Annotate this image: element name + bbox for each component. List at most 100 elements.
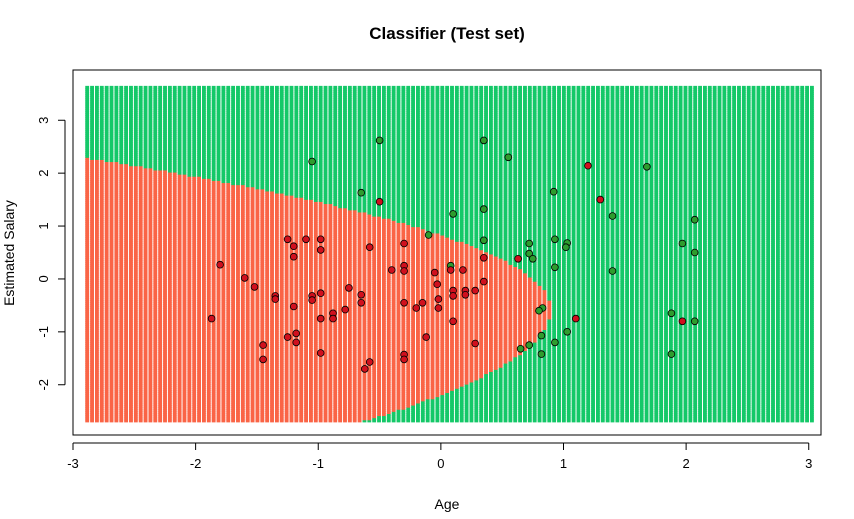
region-cell xyxy=(104,153,109,156)
region-cell xyxy=(143,394,148,398)
region-cell xyxy=(109,369,114,372)
region-cell xyxy=(163,281,167,284)
region-cell xyxy=(94,234,99,238)
region-cell xyxy=(158,184,163,188)
region-cell xyxy=(99,211,104,215)
region-cell xyxy=(109,312,114,316)
region-cell xyxy=(158,203,163,207)
region-cell xyxy=(124,87,129,91)
region-cell xyxy=(129,157,133,160)
region-cell xyxy=(172,186,177,190)
region-cell xyxy=(158,266,163,270)
region-cell xyxy=(172,348,177,351)
region-cell xyxy=(129,365,133,368)
region-cell xyxy=(153,346,158,349)
region-cell xyxy=(99,249,104,253)
region-cell xyxy=(119,142,124,146)
region-cell xyxy=(172,239,177,242)
region-cell xyxy=(114,153,119,156)
region-cell xyxy=(148,333,153,337)
region-cell xyxy=(163,230,167,234)
region-cell xyxy=(143,373,148,377)
region-cell xyxy=(90,331,94,335)
region-cell xyxy=(133,331,138,335)
region-cell xyxy=(163,237,167,240)
region-cell xyxy=(104,264,109,268)
region-cell xyxy=(85,392,90,396)
region-cell xyxy=(109,260,114,263)
region-cell xyxy=(158,327,163,330)
region-cell xyxy=(133,226,138,230)
region-cell xyxy=(90,92,94,95)
region-cell xyxy=(114,333,119,337)
region-cell xyxy=(114,186,119,190)
region-cell xyxy=(148,356,153,360)
region-cell xyxy=(85,157,90,160)
region-cell xyxy=(172,279,177,282)
region-cell xyxy=(158,98,163,102)
region-cell xyxy=(153,270,158,274)
region-cell xyxy=(163,417,167,421)
region-cell xyxy=(90,146,94,150)
region-cell xyxy=(114,92,119,95)
region-cell xyxy=(148,348,153,351)
region-cell xyxy=(90,291,94,295)
region-cell xyxy=(138,161,143,165)
region-cell xyxy=(133,415,138,419)
region-cell xyxy=(104,404,109,408)
region-cell xyxy=(114,274,119,278)
region-cell xyxy=(148,375,153,379)
region-cell xyxy=(163,232,167,236)
region-cell xyxy=(114,125,119,129)
region-cell xyxy=(143,241,148,244)
region-cell xyxy=(143,379,148,383)
region-cell xyxy=(167,123,172,127)
region-cell xyxy=(104,213,109,217)
region-cell xyxy=(94,209,99,213)
region-cell xyxy=(104,174,109,177)
region-cell xyxy=(158,339,163,343)
region-cell xyxy=(99,171,104,175)
region-cell xyxy=(90,316,94,320)
region-cell xyxy=(163,323,167,326)
region-cell xyxy=(104,94,109,97)
region-cell xyxy=(94,411,99,414)
region-cell xyxy=(114,100,119,104)
region-cell xyxy=(172,325,177,328)
region-cell xyxy=(163,132,167,135)
region-cell xyxy=(104,108,109,112)
region-cell xyxy=(158,234,163,238)
region-cell xyxy=(85,138,90,142)
region-cell xyxy=(85,182,90,186)
region-cell xyxy=(85,354,90,358)
region-cell xyxy=(129,270,133,274)
region-cell xyxy=(172,176,177,179)
region-cell xyxy=(167,150,172,154)
region-cell xyxy=(119,232,124,236)
region-cell xyxy=(109,90,114,93)
region-cell xyxy=(202,85,206,89)
region-cell xyxy=(99,383,104,387)
region-cell xyxy=(90,205,94,209)
region-cell xyxy=(163,310,167,314)
region-cell xyxy=(172,190,177,194)
region-cell xyxy=(124,117,129,121)
region-cell xyxy=(90,258,94,261)
region-cell xyxy=(133,123,138,127)
region-cell xyxy=(138,176,143,179)
region-cell xyxy=(129,316,133,320)
region-cell xyxy=(138,325,143,328)
region-cell xyxy=(148,157,153,160)
region-cell xyxy=(85,90,90,93)
region-cell xyxy=(119,247,124,251)
region-cell xyxy=(148,163,153,167)
region-cell xyxy=(172,373,177,377)
region-cell xyxy=(90,155,94,158)
region-cell xyxy=(153,195,158,198)
region-cell xyxy=(114,323,119,326)
region-cell xyxy=(90,144,94,148)
region-cell xyxy=(109,234,114,238)
region-cell xyxy=(119,285,124,289)
region-cell xyxy=(90,157,94,160)
region-cell xyxy=(119,111,124,114)
